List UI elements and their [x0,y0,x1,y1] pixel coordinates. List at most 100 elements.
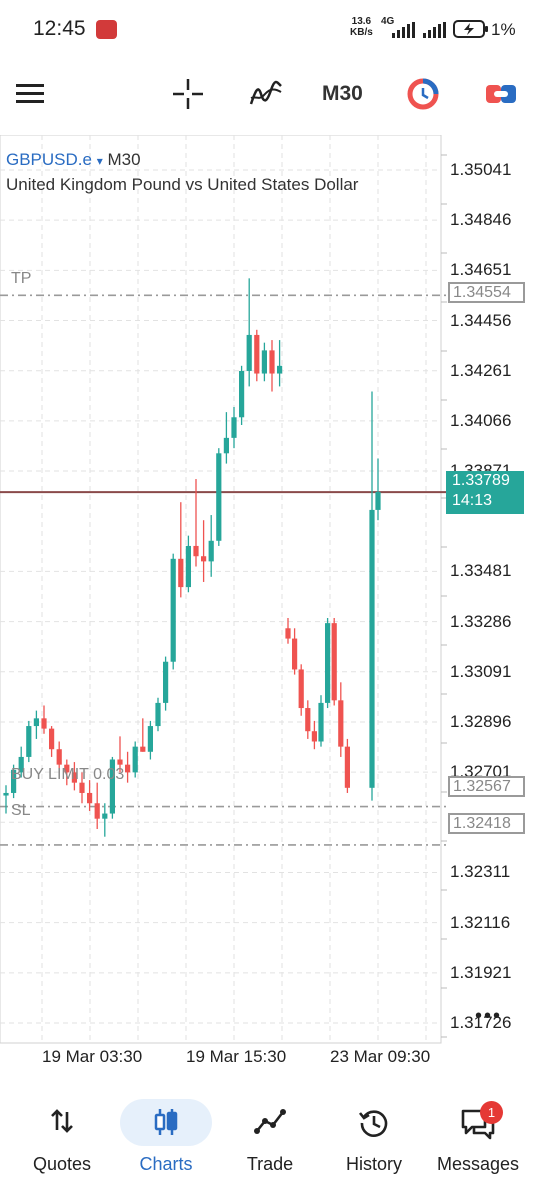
timeframe-button[interactable]: M30 [322,82,363,105]
candle [298,664,304,716]
candle [292,628,298,675]
network-speed-unit: KB/s [350,27,373,38]
candle-body [344,746,350,788]
price-axis-label: 1.32896 [450,711,512,731]
nav-trade[interactable]: Trade [216,1085,324,1195]
candle-body [298,669,304,709]
candle [178,502,184,598]
candle [163,656,169,711]
sl-line-label: SL [11,802,31,819]
candle [155,697,161,732]
status-bar: 12:45 13.6 KB/s 4G 1% [0,0,540,60]
nav-active-indicator [120,1099,212,1146]
candle [18,746,24,778]
candle-body [109,759,115,814]
candle-body [375,491,381,510]
price-chart[interactable] [0,135,540,1080]
sl-price-label: 1.32418 [448,813,525,834]
candle [375,458,381,521]
menu-button[interactable] [10,74,50,114]
candle [305,700,311,739]
trade-icon [254,1109,286,1134]
candle [41,705,47,734]
crosshair-button[interactable] [168,74,208,114]
candle [170,553,176,670]
candle-body [178,558,184,588]
price-axis-label: 1.33481 [450,561,512,581]
nav-trade-label: Trade [246,1154,294,1174]
candle [132,741,138,778]
candle-body [305,708,311,732]
chart-toolbar: M30 [0,60,540,128]
candle [193,479,199,567]
one-click-trading-button[interactable] [480,74,522,114]
candle-body [331,623,337,701]
network-type: 4G [381,16,395,27]
nav-history[interactable]: History [320,1085,428,1195]
candle-body [318,702,324,742]
symbol-dropdown-caret[interactable]: ▾ [96,154,103,168]
candle-body [208,540,214,562]
candle [201,520,207,582]
candle-body [56,749,62,765]
candle [94,782,100,829]
one-click-trade-icon [486,85,516,103]
candle-body [71,772,77,783]
price-axis-label: 1.31726 [450,1013,512,1032]
symbol-name[interactable]: GBPUSD.e [6,150,92,169]
nav-charts[interactable]: Charts [112,1085,220,1195]
candle [269,340,275,392]
candle [109,756,115,819]
candle-body [246,334,252,371]
candle-body [285,628,291,639]
nav-quotes[interactable]: Quotes [8,1085,116,1195]
time-label-1: 19 Mar 03:30 [42,1047,143,1066]
candle-body [163,661,169,703]
candle [147,720,153,760]
candle [277,340,283,387]
candle-body [239,370,245,418]
candle-body [193,545,199,557]
candle-body [87,792,93,804]
status-time: 12:45 [33,17,86,40]
price-axis-label: 1.34456 [450,310,512,330]
candle-body [26,726,32,757]
chart-frame [0,135,442,1044]
candle-body [185,545,191,588]
chart-symbol[interactable]: GBPUSD.e ▾ M30 [6,150,141,170]
time-label-3: 23 Mar 09:30 [330,1047,431,1066]
candle [125,751,131,783]
history-icon [358,1110,388,1137]
price-axis-label: 1.34846 [450,210,512,230]
candle-body [147,726,153,752]
current-price-box: 1.33789 14:13 [446,471,524,514]
nav-messages[interactable]: Messages [424,1085,532,1195]
candle [285,617,291,644]
battery-charging-icon [453,20,488,38]
more-options-button[interactable]: ••• [475,1005,503,1027]
candle-body [231,417,237,438]
candle-body [125,764,131,773]
candle [3,785,9,814]
candle [87,780,93,811]
candle [254,329,260,382]
candle [369,391,375,801]
candle [311,720,317,750]
time-label-2: 19 Mar 15:30 [186,1047,287,1066]
buy-limit-price-label: 1.32567 [448,776,525,797]
price-axis-label: 1.33286 [450,611,512,631]
candle-body [155,702,161,727]
tp-price-label: 1.34554 [448,282,525,303]
network-speed-value: 13.6 [351,16,372,27]
candle-body [369,509,375,788]
messages-badge: 1 [480,1101,503,1124]
candle-body [64,764,70,773]
quotes-icon [51,1109,73,1133]
candle [325,617,331,709]
candle [140,718,146,752]
chart-timeframe: M30 [107,150,141,169]
trade-signals-button[interactable] [402,74,444,114]
buy-limit-line-label: BUY LIMIT 0.03 [11,766,125,783]
price-axis-label: 1.34261 [450,360,512,380]
indicators-button[interactable] [245,74,287,114]
